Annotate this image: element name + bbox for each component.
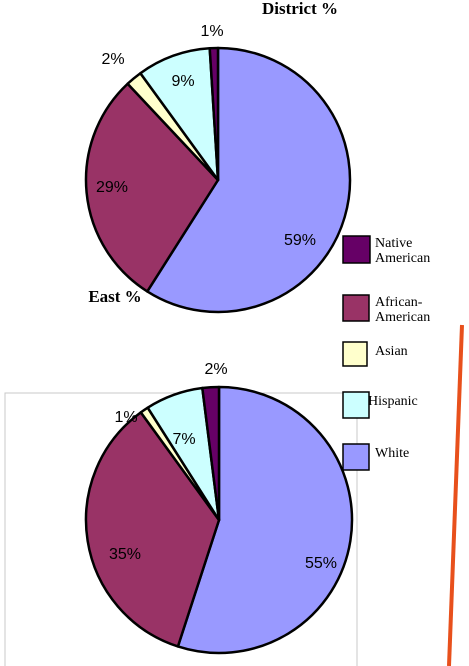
- legend-swatch: [342, 391, 370, 419]
- slice-label: 1%: [114, 409, 137, 426]
- pie-slice: [84, 411, 221, 648]
- legend-label: Hispanic: [368, 394, 418, 409]
- legend-label: Native American: [375, 236, 431, 266]
- legend-label: African-American: [375, 295, 431, 325]
- pie-slice: [208, 46, 220, 182]
- slice-label: 9%: [171, 73, 194, 90]
- pie-slice: [201, 385, 221, 522]
- slice-label: 1%: [200, 23, 223, 40]
- slice-label: 2%: [204, 361, 227, 378]
- legend-label: White: [375, 446, 410, 461]
- slice-label: 29%: [96, 179, 128, 196]
- legend-swatch: [342, 443, 370, 471]
- legend-swatch: [342, 294, 370, 322]
- legend-swatch: [342, 235, 371, 264]
- pie-slice: [146, 46, 352, 314]
- pie-title: District %: [262, 0, 338, 18]
- arrow-line: [447, 324, 464, 666]
- slice-label: 35%: [109, 546, 141, 563]
- slice-label: 7%: [172, 431, 195, 448]
- pie-title: East %: [88, 287, 141, 306]
- slice-label: 55%: [305, 555, 337, 572]
- pie-slice: [84, 82, 220, 293]
- slice-label: 2%: [101, 51, 124, 68]
- legend-label: Asian: [375, 344, 408, 359]
- legend-swatch: [342, 341, 368, 367]
- pie-slice: [176, 385, 354, 655]
- slice-label: 59%: [284, 232, 316, 249]
